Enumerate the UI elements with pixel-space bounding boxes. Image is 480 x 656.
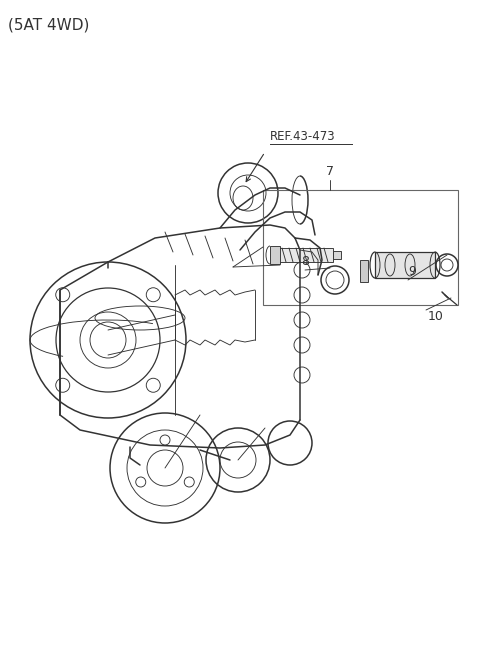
Text: 10: 10 bbox=[428, 310, 444, 323]
Bar bbox=[278, 248, 333, 262]
Bar bbox=[360, 260, 368, 282]
Text: 8: 8 bbox=[301, 255, 309, 268]
Text: (5AT 4WD): (5AT 4WD) bbox=[8, 18, 89, 33]
Bar bbox=[333, 251, 341, 259]
Text: REF.43-473: REF.43-473 bbox=[270, 130, 336, 143]
Bar bbox=[375, 252, 435, 278]
Text: 9: 9 bbox=[408, 265, 416, 278]
Bar bbox=[263, 190, 458, 305]
Text: 7: 7 bbox=[326, 165, 334, 178]
Bar bbox=[270, 246, 280, 264]
